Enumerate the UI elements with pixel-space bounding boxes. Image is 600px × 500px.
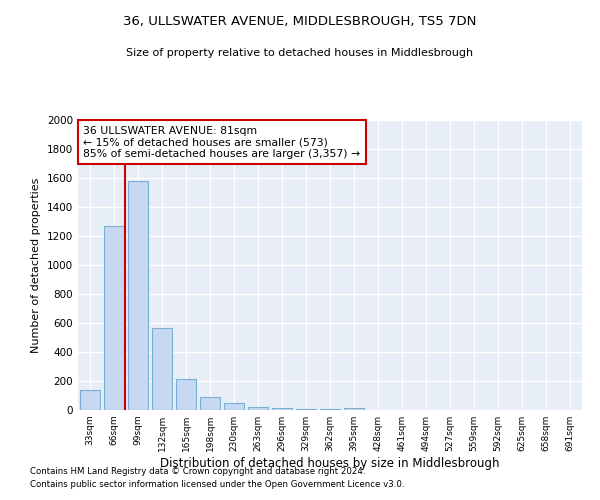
Bar — [200, 397, 220, 410]
X-axis label: Distribution of detached houses by size in Middlesbrough: Distribution of detached houses by size … — [160, 457, 500, 470]
Text: Size of property relative to detached houses in Middlesbrough: Size of property relative to detached ho… — [127, 48, 473, 58]
Bar — [176, 379, 196, 410]
Text: 36, ULLSWATER AVENUE, MIDDLESBROUGH, TS5 7DN: 36, ULLSWATER AVENUE, MIDDLESBROUGH, TS5… — [124, 15, 476, 28]
Text: 36 ULLSWATER AVENUE: 81sqm
← 15% of detached houses are smaller (573)
85% of sem: 36 ULLSWATER AVENUE: 81sqm ← 15% of deta… — [83, 126, 360, 159]
Text: Contains public sector information licensed under the Open Government Licence v3: Contains public sector information licen… — [30, 480, 404, 489]
Bar — [104, 226, 124, 410]
Bar — [152, 328, 172, 410]
Bar — [344, 408, 364, 410]
Bar — [272, 408, 292, 410]
Bar — [128, 181, 148, 410]
Text: Contains HM Land Registry data © Crown copyright and database right 2024.: Contains HM Land Registry data © Crown c… — [30, 468, 365, 476]
Bar — [80, 390, 100, 410]
Bar — [296, 409, 316, 410]
Bar — [248, 407, 268, 410]
Bar — [224, 404, 244, 410]
Y-axis label: Number of detached properties: Number of detached properties — [31, 178, 41, 352]
